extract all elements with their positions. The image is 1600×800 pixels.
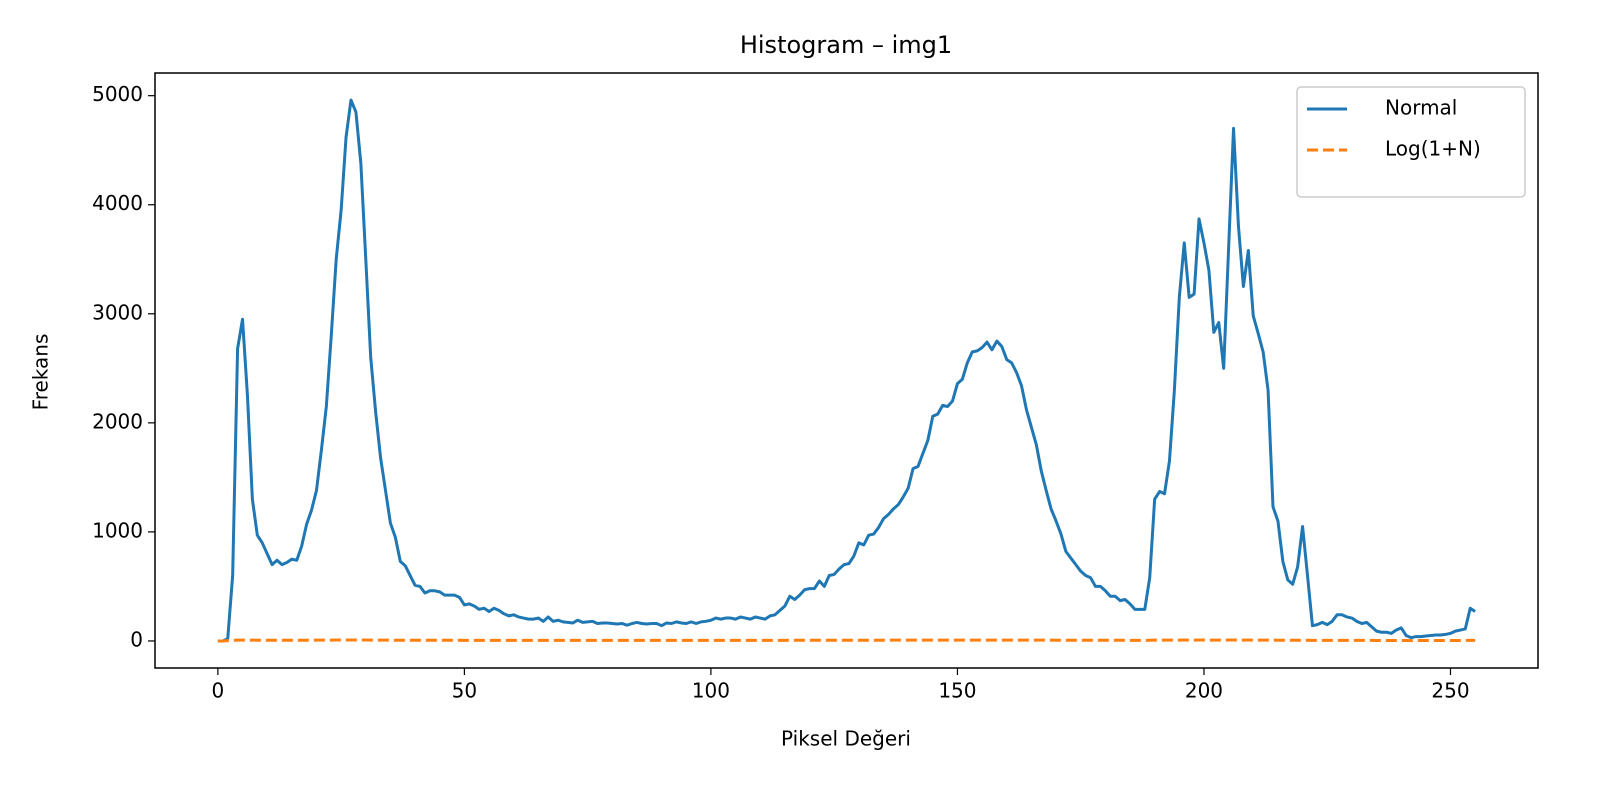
legend-label: Normal [1385,96,1457,120]
y-tick-label: 5000 [92,82,143,106]
y-axis-label: Frekans [29,334,53,411]
y-tick-label: 2000 [92,409,143,433]
legend-box [1296,86,1526,198]
x-tick-label: 0 [211,679,224,703]
x-tick-label: 50 [452,679,477,703]
plot-frame [154,72,1539,669]
legend-label: Log(1+N) [1385,137,1481,161]
y-tick-label: 0 [130,627,143,651]
y-tick-label: 3000 [92,300,143,324]
x-tick-label: 200 [1185,679,1223,703]
x-axis-label: Piksel Değeri [781,727,911,751]
line-series [217,98,1476,643]
legend: Normal Log(1+N) [1296,86,1526,198]
y-tick-label: 1000 [92,518,143,542]
chart-title: Histogram – img1 [740,31,952,59]
y-tick-label: 4000 [92,191,143,215]
line-series [217,638,1476,643]
x-tick-label: 100 [692,679,730,703]
x-tick-label: 250 [1431,679,1469,703]
x-tick-label: 150 [938,679,976,703]
